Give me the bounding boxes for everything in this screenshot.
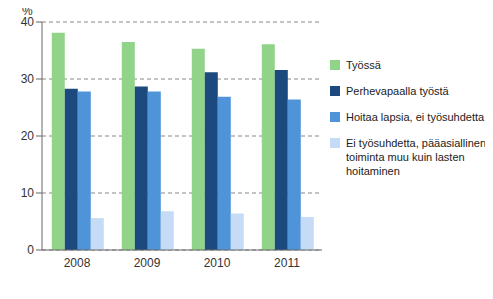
svg-text:40: 40 [21,15,35,29]
svg-text:30: 30 [21,72,35,86]
html-text:Ei työsuhdetta, pääasiallinen: Ei työsuhdetta, pääasiallinen toiminta m… [346,137,486,177]
svg-text:2009: 2009 [134,256,161,270]
html-text:Työssä: Työssä [346,59,381,71]
svg-text:2011: 2011 [274,256,300,270]
svg-text:2008: 2008 [64,256,91,270]
svg-text:2010: 2010 [204,256,231,270]
svg-text:0: 0 [27,243,34,257]
svg-text:20: 20 [21,129,35,143]
svg-text:10: 10 [21,186,35,200]
html-text:Hoitaa lapsia, ei työsuhdetta: Hoitaa lapsia, ei työsuhdetta [346,111,485,123]
html-text:Perhevapaalla työstä: Perhevapaalla työstä [346,85,449,97]
